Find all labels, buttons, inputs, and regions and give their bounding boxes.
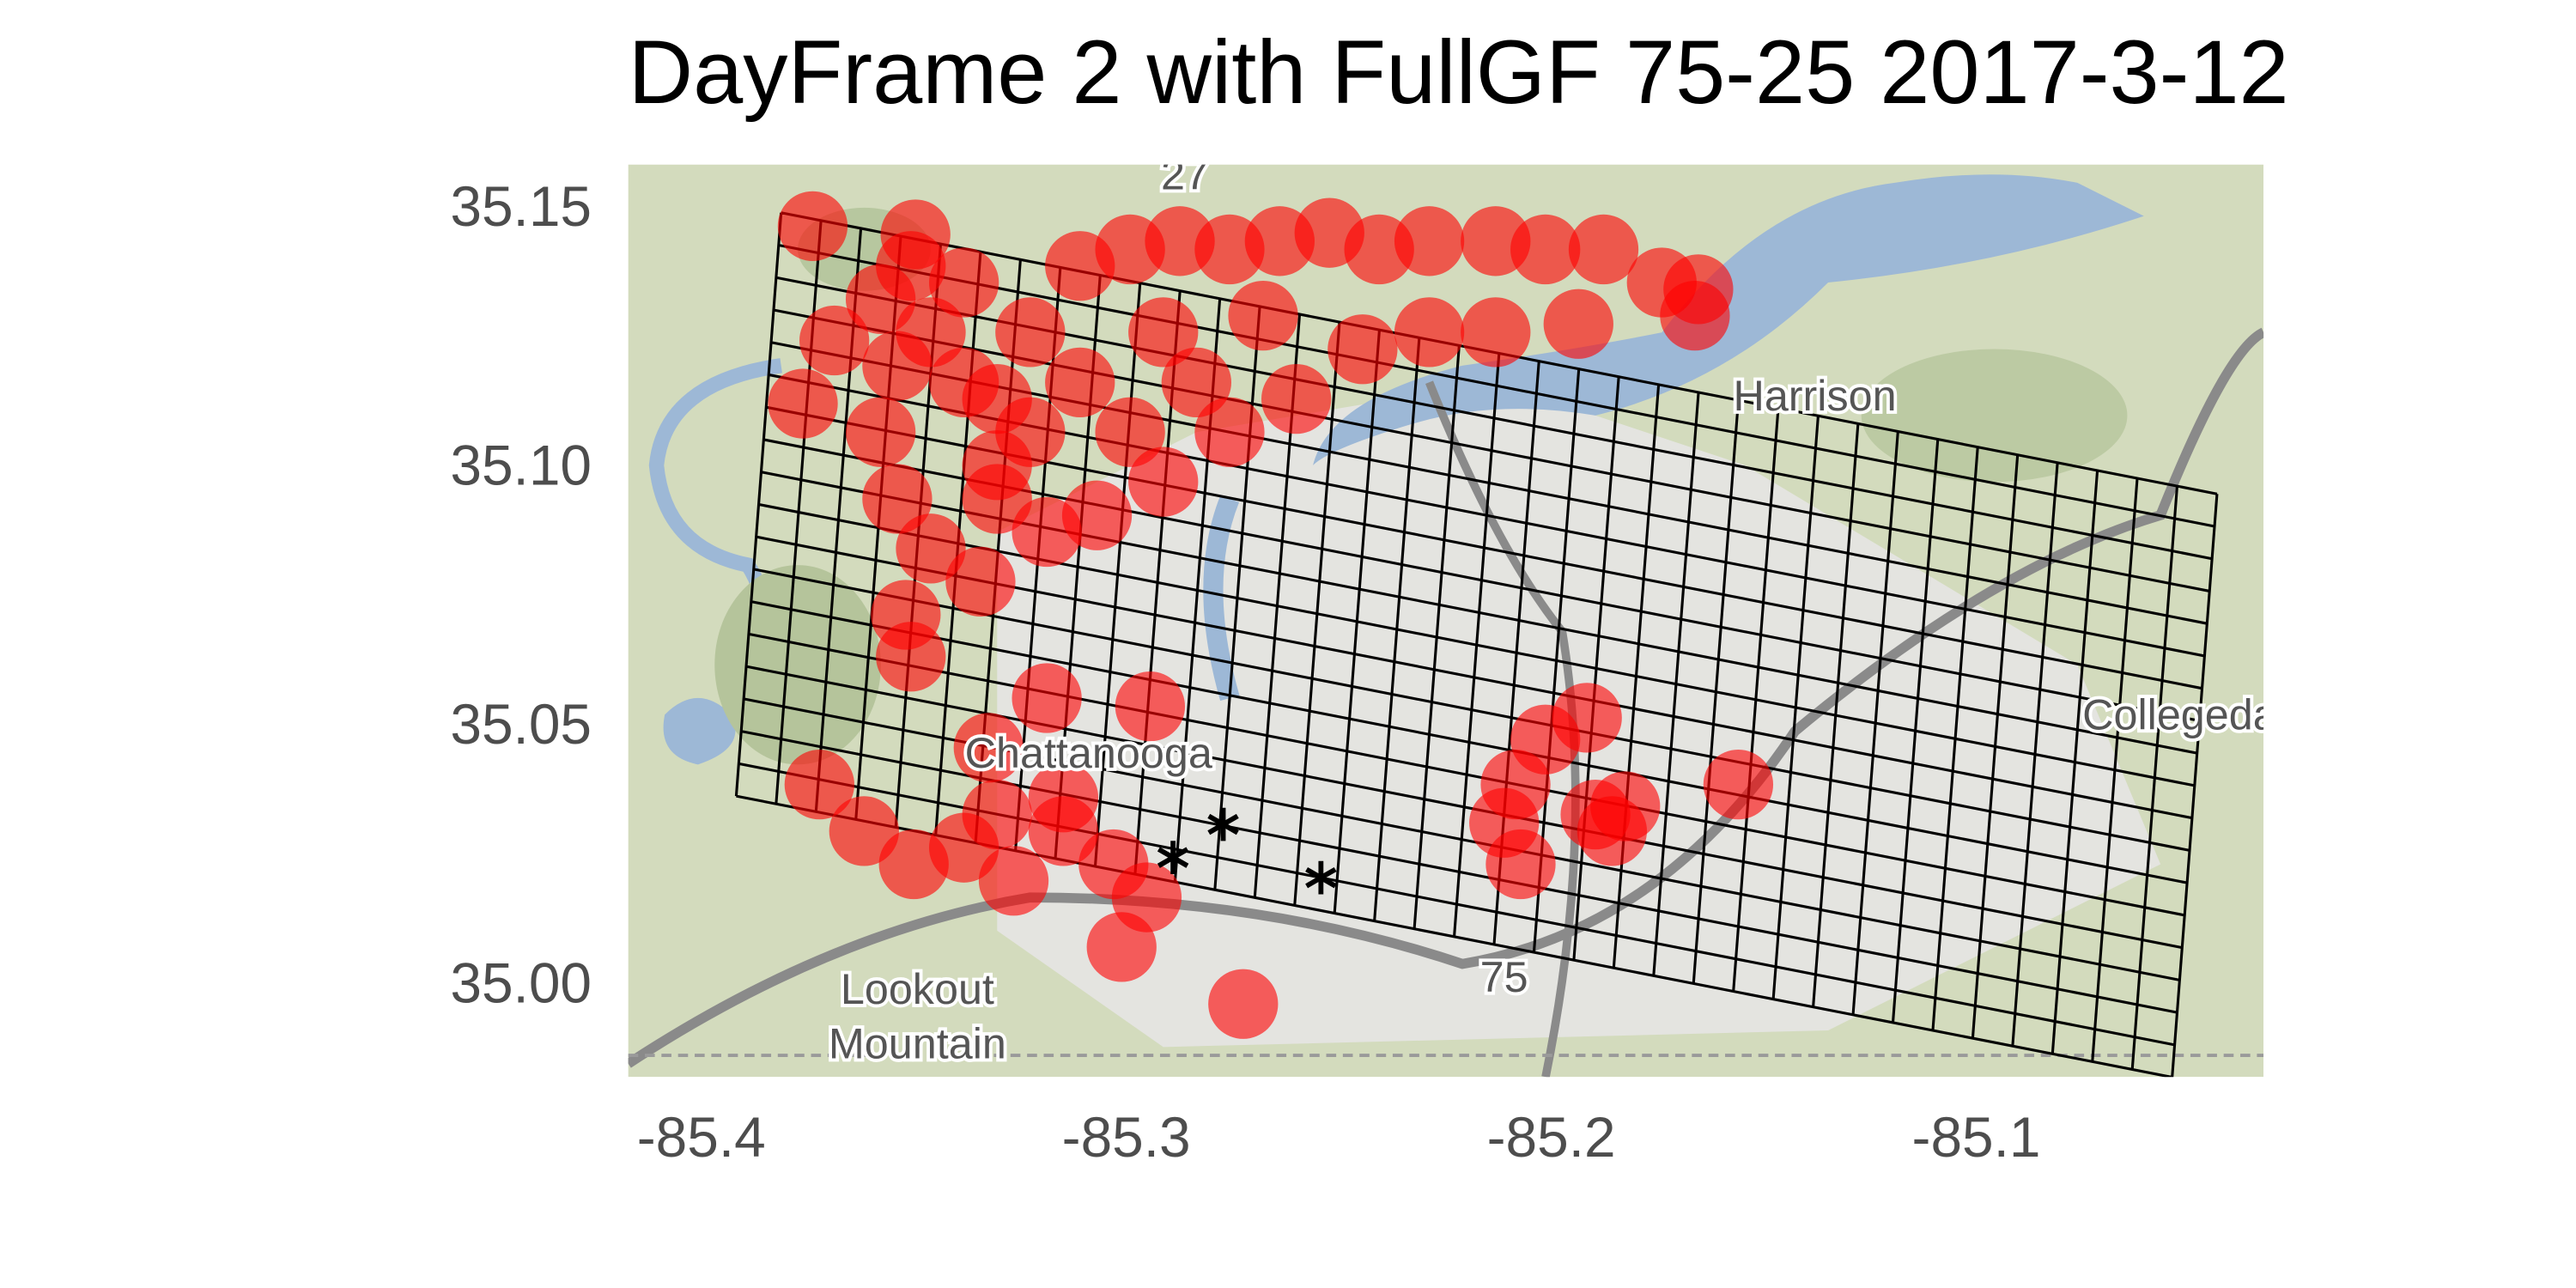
point xyxy=(978,846,1049,916)
point xyxy=(1327,314,1398,385)
x-tick-label: -85.2 xyxy=(1487,1105,1616,1169)
map-label: Mountain xyxy=(829,1019,1006,1068)
asterisk-point xyxy=(1305,860,1337,895)
map-label: Collegedale xyxy=(2082,690,2311,738)
point xyxy=(1161,347,1231,417)
point xyxy=(1208,969,1279,1039)
point xyxy=(1045,347,1115,417)
point xyxy=(1663,254,1734,325)
point xyxy=(777,191,848,261)
x-tick-label: -85.4 xyxy=(637,1105,766,1169)
point xyxy=(768,368,838,439)
point xyxy=(953,713,1024,783)
point xyxy=(1028,762,1099,833)
point xyxy=(862,464,933,534)
point xyxy=(1228,280,1298,351)
y-tick-label: 35.10 xyxy=(450,434,592,497)
point xyxy=(1194,397,1265,467)
point xyxy=(845,397,916,467)
y-tick-label: 35.15 xyxy=(450,174,592,238)
asterisk-point xyxy=(1207,807,1239,841)
point xyxy=(1128,447,1199,517)
map-label: Chattanooga xyxy=(965,728,1212,777)
point xyxy=(1394,206,1465,276)
point xyxy=(1703,750,1774,820)
point xyxy=(876,622,946,692)
point xyxy=(1095,397,1165,467)
point xyxy=(845,264,916,334)
data-layer xyxy=(768,191,1774,1039)
point xyxy=(962,779,1032,850)
point xyxy=(1568,214,1639,285)
point xyxy=(829,796,899,866)
point xyxy=(896,513,966,584)
point xyxy=(1012,663,1082,733)
map-label: Lookout xyxy=(841,964,994,1013)
point xyxy=(1128,297,1199,368)
point xyxy=(1086,912,1157,982)
x-tick-label: -85.1 xyxy=(1912,1105,2041,1169)
point xyxy=(1485,829,1556,900)
map-label: 75 xyxy=(1480,952,1528,1001)
point xyxy=(1012,496,1082,568)
point xyxy=(1590,771,1661,841)
y-tick-label: 35.00 xyxy=(450,951,592,1014)
point xyxy=(784,750,854,820)
point xyxy=(995,297,1066,368)
point xyxy=(1461,297,1531,368)
map-labels: Harrison Chattanooga Lookout Mountain Colleg… xyxy=(825,149,2311,1072)
point xyxy=(1261,363,1332,434)
point xyxy=(995,397,1066,467)
x-tick-label: -85.3 xyxy=(1062,1105,1191,1169)
map-label: Harrison xyxy=(1733,371,1896,420)
point xyxy=(862,331,933,401)
asterisk-point xyxy=(1157,841,1189,874)
point xyxy=(1510,214,1581,285)
point xyxy=(1115,671,1186,742)
point xyxy=(799,305,870,376)
point xyxy=(1543,289,1613,359)
point xyxy=(945,546,1016,617)
point xyxy=(928,247,999,318)
chart-title: DayFrame 2 with FullGF 75-25 2017-3-12 xyxy=(629,22,2289,123)
y-tick-label: 35.05 xyxy=(450,692,592,756)
map-label: 27 xyxy=(1161,149,1209,198)
point xyxy=(1394,297,1465,368)
